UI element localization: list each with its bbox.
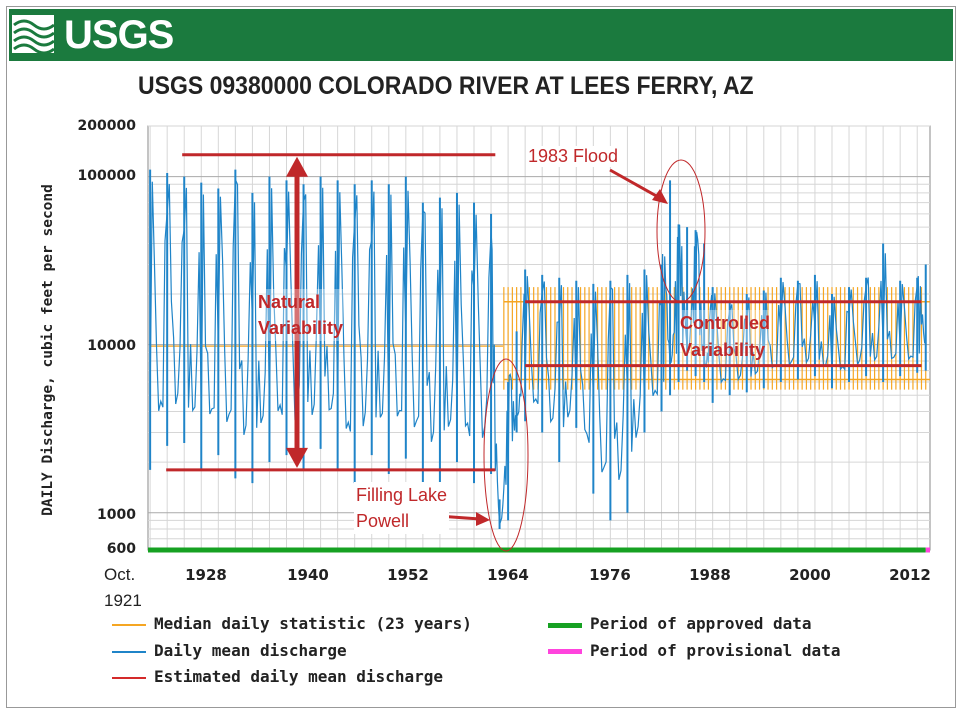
y-tick-1000: 1000	[97, 507, 136, 523]
filling-lake-powell-label: Filling Lake Powell	[354, 482, 450, 534]
filling-lake-powell-arrowhead	[476, 512, 490, 526]
legend-swatch-estimated	[112, 677, 146, 679]
y-tick-200000: 200000	[77, 118, 136, 134]
x-tick-1928: 1928	[185, 566, 227, 584]
y-tick-100000: 100000	[77, 168, 136, 184]
y-tick-10000: 10000	[87, 338, 136, 354]
controlled-variability-line1: Controlled	[680, 313, 770, 333]
legend-provisional: Period of provisional data	[590, 641, 841, 660]
legend-daily: Daily mean discharge	[154, 641, 347, 660]
x-tick-1988: 1988	[689, 566, 731, 584]
y-tick-600: 600	[106, 541, 136, 557]
usgs-logo: USGS	[10, 10, 174, 60]
natural-variability-line2: Variability	[258, 318, 344, 338]
legend-approved: Period of approved data	[590, 614, 812, 633]
filling-lake-powell-line2: Powell	[356, 511, 410, 531]
x-tick-1952: 1952	[387, 566, 429, 584]
usgs-wave-icon	[12, 15, 55, 55]
legend-swatch-approved	[548, 623, 582, 628]
start-date-annotation: Oct. 1921	[104, 562, 164, 614]
start-date-line1: Oct.	[104, 565, 136, 584]
flood-1983-ellipse	[656, 159, 706, 303]
natural-range-arrowhead-up	[286, 156, 308, 177]
legend-swatch-provisional	[548, 649, 582, 654]
legend-swatch-daily	[112, 651, 146, 653]
flood-1983-label: 1983 Flood	[526, 146, 621, 167]
natural-variability-line1: Natural	[258, 292, 321, 312]
x-tick-1964: 1964	[487, 566, 529, 584]
usgs-banner	[9, 9, 953, 61]
flood-1983-arrowhead	[652, 189, 668, 204]
start-date-line2: 1921	[104, 591, 142, 610]
filling-lake-powell-line1: Filling Lake	[356, 485, 448, 505]
natural-range-arrowhead-down	[286, 447, 308, 468]
controlled-variability-line2: Variability	[680, 340, 766, 360]
x-tick-2000: 2000	[789, 566, 831, 584]
legend-median: Median daily statistic (23 years)	[154, 614, 472, 633]
natural-variability-label: Natural Variability	[258, 289, 344, 341]
chart-title: USGS 09380000 COLORADO RIVER AT LEES FER…	[138, 72, 754, 100]
x-tick-2012: 2012	[889, 566, 931, 584]
filling-lake-powell-ellipse	[483, 358, 529, 552]
usgs-logo-text: USGS	[64, 13, 174, 57]
legend-swatch-median	[112, 624, 146, 626]
flood-1983-arrow	[609, 168, 661, 200]
x-tick-1940: 1940	[287, 566, 329, 584]
legend-estimated: Estimated daily mean discharge	[154, 667, 443, 686]
x-tick-1976: 1976	[589, 566, 631, 584]
controlled-variability-label: Controlled Variability	[680, 310, 770, 364]
